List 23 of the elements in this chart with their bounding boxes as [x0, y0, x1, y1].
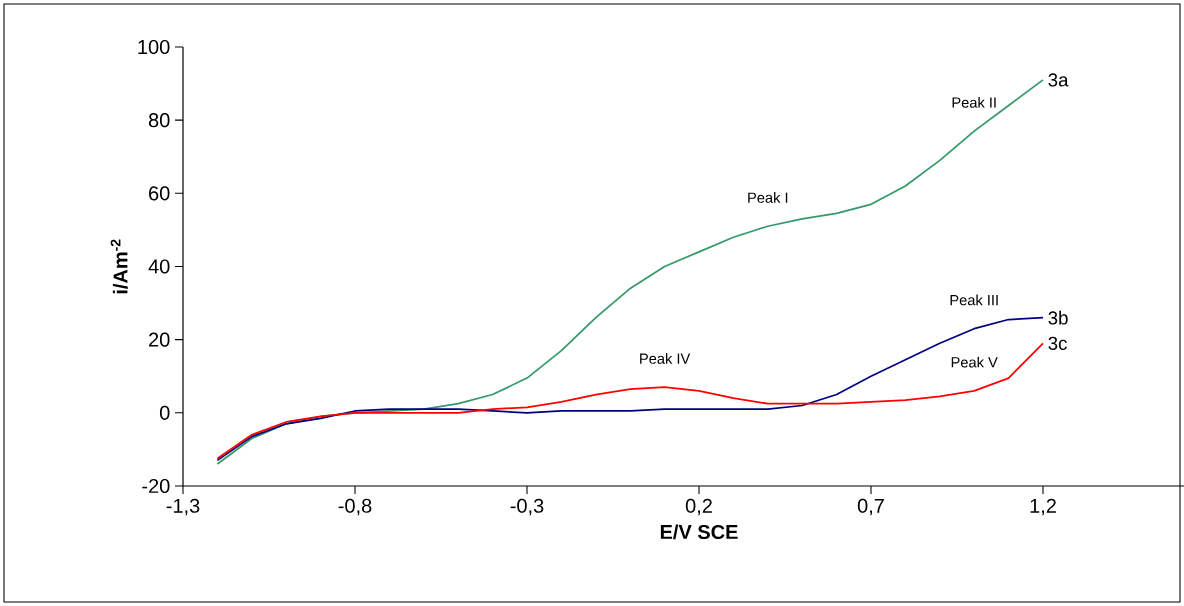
annotation: Peak V [951, 356, 998, 368]
y-tick-label: 0 [159, 405, 170, 420]
y-tick-label: 20 [149, 332, 170, 347]
y-tick-label: 100 [138, 39, 170, 55]
y-tick-label: -20 [142, 478, 170, 494]
x-tick-label: -1,3 [166, 498, 200, 516]
x-tick-label: 1,2 [1030, 498, 1056, 516]
series-label: 3b [1048, 310, 1068, 325]
x-tick-label: 0,7 [857, 498, 884, 516]
y-axis-title: i/Am$^{-2}$ [110, 239, 128, 294]
x-tick-label: -0,3 [510, 498, 544, 516]
series-label: 3a [1048, 73, 1069, 87]
x-axis-title: E/V SCE [660, 524, 738, 540]
x-tick-label: -0,8 [338, 498, 372, 516]
x-tick-label: 0,2 [685, 498, 712, 516]
annotation: Peak II [952, 96, 996, 108]
y-tick-label: 40 [148, 259, 170, 274]
y-tick-label: 80 [148, 113, 170, 128]
annotation: Peak I [748, 192, 788, 203]
series-label: 3c [1048, 336, 1067, 350]
annotation: Peak III [950, 294, 998, 306]
y-tick-label: 60 [149, 186, 170, 201]
annotation: Peak IV [640, 353, 691, 364]
